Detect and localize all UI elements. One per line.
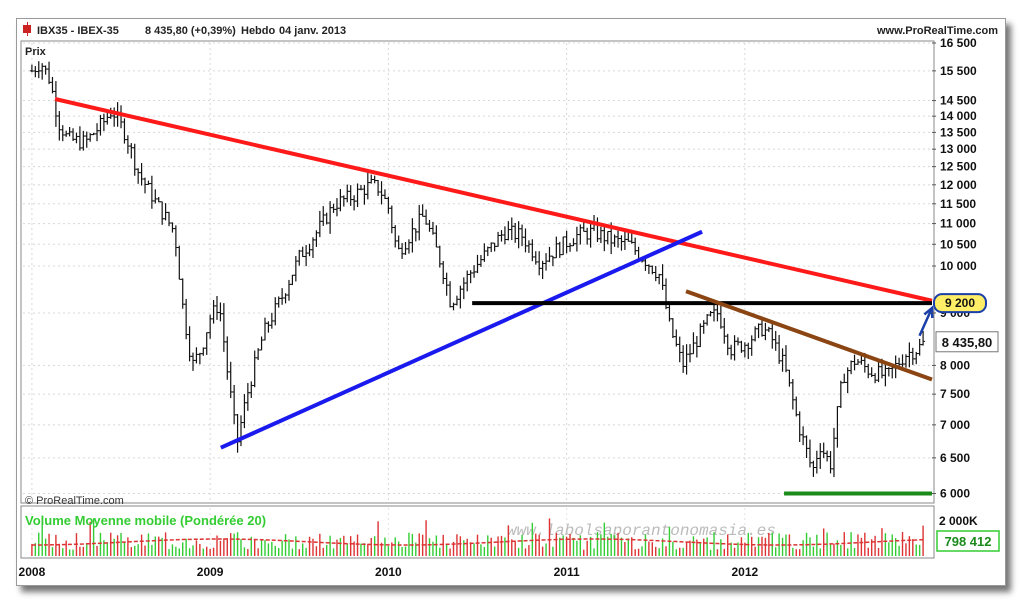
- last-price-label: 8 435,80: [942, 335, 993, 350]
- support-line: [220, 229, 703, 450]
- y-tick-label: 7 500: [940, 387, 970, 401]
- header-bar: IBX35 - IBEX-35 8 435,80 (+0,39%) Hebdo …: [23, 22, 998, 37]
- downtrend-line: [685, 289, 933, 382]
- last-price-change: 8 435,80 (+0,39%): [145, 25, 236, 37]
- y-tick-label: 11 500: [940, 197, 976, 211]
- volume-label: Volume Moyenne mobile (Pondérée 20): [25, 513, 266, 528]
- copyright-text: © ProRealTime.com: [25, 495, 124, 507]
- price-chart: IBX35 - IBEX-35 8 435,80 (+0,39%) Hebdo …: [19, 22, 1000, 579]
- volume-value: 798 412: [945, 534, 992, 549]
- site-name: www.ProRealTime.com: [876, 25, 998, 37]
- breakout-arrow-head: [923, 305, 934, 319]
- y-tick-label: 14 000: [940, 109, 977, 123]
- watermark-text: www.labolsaporantonomasia.es: [507, 522, 776, 540]
- watermark: www.labolsaporantonomasia.es: [507, 522, 776, 540]
- level-label-box: [933, 293, 987, 314]
- breakout-arrow: [918, 307, 934, 337]
- y-tick-label: 13 500: [940, 125, 977, 139]
- y-tick-label: 15 500: [940, 64, 977, 78]
- resistance-line: [54, 97, 933, 303]
- last-price-box: [935, 331, 999, 353]
- chart-frame: IBX35 - IBEX-35 8 435,80 (+0,39%) Hebdo …: [16, 18, 1006, 586]
- annotations: [54, 97, 934, 496]
- y-tick-label: 16 500: [940, 36, 977, 50]
- y-tick-label: 8 000: [940, 358, 970, 372]
- volume-series: [31, 518, 924, 556]
- level-label: 9 200: [945, 296, 975, 310]
- symbol-name: IBX35 - IBEX-35: [37, 25, 119, 37]
- grid: [23, 42, 932, 556]
- timeframe: Hebdo: [241, 25, 276, 37]
- y-tick-label: 14 500: [940, 94, 977, 108]
- volume-axis-label: 2 000K: [939, 514, 978, 528]
- candle-wick-icon: [27, 22, 28, 36]
- y-tick-label: 6 500: [940, 451, 970, 465]
- y-tick-label: 10 500: [940, 237, 977, 251]
- x-axis: 2008 2009 2010 2011 2012: [19, 565, 759, 579]
- y-tick-label: 11 000: [940, 217, 976, 231]
- x-tick-label: 2012: [732, 565, 759, 579]
- y-tick-label: 6 000: [940, 487, 970, 501]
- y-tick-label: 13 000: [940, 142, 977, 156]
- x-tick-label: 2011: [554, 565, 580, 579]
- volume-value-box: [936, 530, 1000, 552]
- price-panel-label: Prix: [25, 46, 47, 58]
- y-tick-label: 7 000: [940, 418, 970, 432]
- volume-moving-average: [31, 538, 924, 546]
- x-tick-label: 2008: [19, 565, 46, 579]
- x-tick-label: 2009: [197, 565, 224, 579]
- y-tick-label: 10 000: [940, 259, 977, 273]
- y-tick-label: 12 500: [940, 160, 977, 174]
- price-series: [29, 61, 926, 478]
- header-date: 04 janv. 2013: [279, 25, 346, 37]
- y-tick-label: 12 000: [940, 178, 977, 192]
- x-tick-label: 2010: [375, 565, 402, 579]
